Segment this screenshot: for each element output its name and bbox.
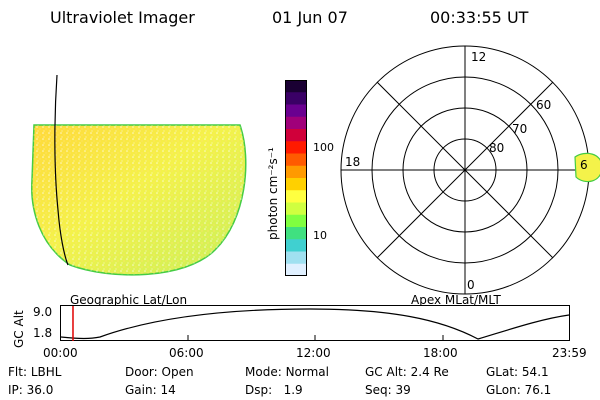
mlat-label-80: 80	[489, 141, 504, 155]
right-panel-caption: Apex MLat/MLT	[411, 293, 501, 307]
instrument-title: Ultraviolet Imager	[50, 8, 195, 27]
mlt-label-12: 12	[471, 50, 486, 64]
colorbar	[285, 80, 307, 277]
colorbar-stripe	[285, 227, 307, 240]
mlat-label-70: 70	[512, 122, 527, 136]
timeline-xtick-0600: 06:00	[169, 346, 204, 360]
timeline-xtick-1200: 12:00	[296, 346, 331, 360]
colorbar-stripe	[285, 129, 307, 142]
colorbar-stripe	[285, 239, 307, 252]
terminator-line	[54, 74, 69, 266]
info-door: Door: Open	[125, 365, 194, 379]
colorbar-stripe	[285, 92, 307, 105]
mlat-label-60: 60	[536, 98, 551, 112]
colorbar-stripe	[285, 214, 307, 228]
info-mode: Mode: Normal	[245, 365, 329, 379]
colorbar-stripe	[285, 116, 307, 130]
edge-value-label: 6	[580, 158, 588, 172]
colorbar-stripe	[285, 141, 307, 154]
altitude-timeline	[60, 305, 570, 341]
timeline-xtick-0000: 00:00	[43, 346, 78, 360]
polar-mlat-mlt-plot: 12 18 0 60 70 80 6	[340, 45, 600, 295]
info-gain: Gain: 14	[125, 383, 176, 397]
colorbar-stripe	[285, 178, 307, 191]
timeline-ytick-1-8: 1.8	[33, 326, 53, 340]
observation-time: 00:33:55 UT	[430, 8, 529, 27]
geographic-image-panel	[31, 74, 247, 276]
info-glon: GLon: 76.1	[486, 383, 552, 397]
colorbar-stripe	[285, 263, 307, 277]
colorbar-tick-10: 10	[313, 229, 327, 242]
colorbar-stripe	[285, 202, 307, 216]
colorbar-label: photon cm⁻²s⁻¹	[266, 147, 280, 240]
left-panel-caption: Geographic Lat/Lon	[70, 293, 188, 307]
timeline-xtick-1800: 18:00	[423, 346, 458, 360]
colorbar-tick-100: 100	[313, 141, 334, 154]
info-dsp: Dsp: 1.9	[245, 383, 303, 397]
info-glat: GLat: 54.1	[486, 365, 549, 379]
colorbar-stripe	[285, 190, 307, 203]
colorbar-stripe	[285, 80, 307, 93]
altitude-curve	[60, 308, 570, 340]
colorbar-stripe	[285, 104, 307, 118]
auroral-edge-blob	[574, 152, 600, 183]
info-flt: Flt: LBHL	[8, 365, 62, 379]
mlt-label-18: 18	[345, 155, 360, 169]
timeline-ytick-9: 9.0	[33, 305, 53, 319]
colorbar-stripe	[285, 153, 307, 167]
timeline-xtick-2359: 23:59	[552, 346, 587, 360]
mlt-label-0: 0	[467, 278, 475, 292]
info-gc-alt: GC Alt: 2.4 Re	[365, 365, 449, 379]
colorbar-stripe	[285, 165, 307, 179]
colorbar-stripe	[285, 251, 307, 265]
info-ip: IP: 36.0	[8, 383, 54, 397]
observation-date: 01 Jun 07	[272, 8, 348, 27]
info-seq: Seq: 39	[365, 383, 411, 397]
timeline-ylabel: GC Alt	[12, 310, 26, 348]
